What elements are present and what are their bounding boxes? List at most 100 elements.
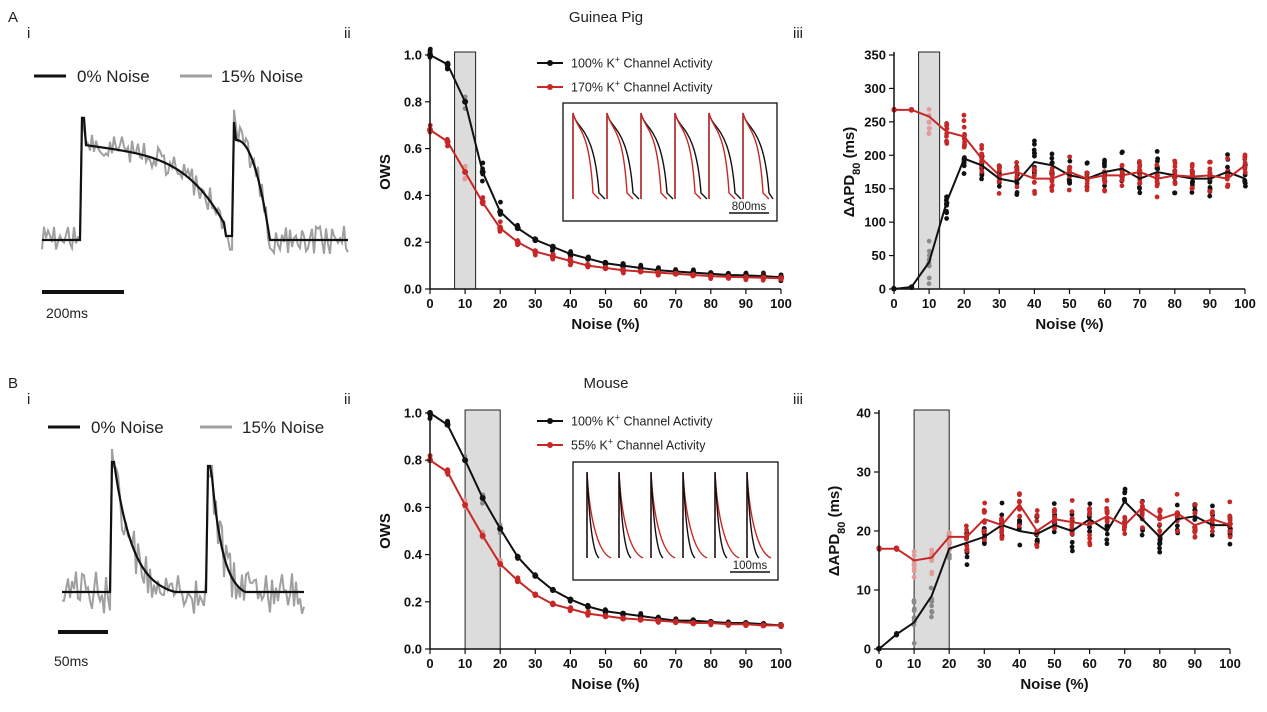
x-tick-label: 50 — [598, 296, 612, 311]
series-marker — [584, 255, 591, 262]
data-point — [1137, 186, 1142, 191]
data-point — [1016, 517, 1022, 523]
data-point — [1086, 507, 1092, 513]
data-point — [1104, 498, 1110, 503]
data-point — [497, 219, 503, 225]
data-point — [1119, 162, 1125, 168]
scalebar-label: 200ms — [46, 305, 88, 321]
data-point — [1242, 160, 1248, 166]
data-point — [997, 164, 1002, 170]
series-marker — [444, 469, 451, 475]
series-marker — [602, 260, 609, 267]
data-point — [1031, 180, 1037, 185]
data-point — [1034, 513, 1040, 519]
data-point — [1227, 541, 1233, 547]
panel-label-a: A — [8, 9, 18, 26]
data-point — [961, 118, 967, 124]
y-tick-label: 0.8 — [404, 94, 422, 109]
x-tick-label: 0 — [426, 656, 433, 671]
panel-label-b-ii: ii — [344, 391, 351, 408]
x-tick-label: 60 — [633, 656, 647, 671]
y-tick-label: 150 — [864, 181, 886, 196]
data-point — [1049, 169, 1054, 174]
y-tick-label: 100 — [864, 215, 886, 230]
data-point — [1192, 529, 1198, 535]
y-tick-label: 200 — [864, 148, 886, 163]
series-marker — [497, 208, 504, 215]
x-tick-label: 30 — [528, 296, 542, 311]
legend-label: 100% K+ Channel Activity — [571, 413, 713, 429]
data-point — [1067, 154, 1073, 160]
data-point — [1017, 491, 1022, 497]
data-point — [1087, 501, 1093, 507]
data-point — [1104, 517, 1110, 523]
data-point — [1069, 516, 1075, 522]
series-marker — [690, 620, 697, 627]
x-tick-label: 20 — [493, 296, 507, 311]
data-point — [926, 106, 932, 112]
series-marker — [690, 271, 697, 278]
data-point — [1121, 527, 1127, 532]
data-point — [929, 557, 935, 563]
data-point — [964, 562, 970, 568]
x-tick-label: 90 — [1203, 296, 1217, 311]
legend-label-0-noise: 0% Noise — [91, 418, 164, 437]
data-point — [999, 500, 1005, 506]
series-marker — [760, 622, 767, 629]
data-point — [1207, 188, 1213, 194]
data-point — [929, 603, 935, 609]
series-marker — [567, 596, 574, 603]
legend-label: 55% K+ Channel Activity — [571, 437, 706, 453]
x-tick-label: 70 — [1132, 296, 1146, 311]
x-tick-label: 30 — [992, 296, 1006, 311]
data-point — [1031, 147, 1037, 153]
title-mouse: Mouse — [583, 375, 628, 392]
data-point — [1139, 511, 1145, 517]
data-point — [961, 163, 967, 169]
x-tick-label: 0 — [875, 656, 882, 671]
data-point — [1119, 150, 1125, 156]
data-point — [1157, 507, 1163, 513]
series-marker — [620, 610, 627, 617]
series-marker — [532, 236, 539, 243]
series-marker — [549, 243, 556, 250]
data-point — [1087, 512, 1092, 517]
data-point — [911, 606, 917, 612]
data-point — [926, 248, 932, 254]
data-point — [929, 614, 934, 620]
data-point — [1067, 180, 1073, 186]
data-point — [1084, 171, 1090, 176]
data-point — [1031, 173, 1037, 179]
data-point — [427, 46, 433, 52]
x-axis-label: Noise (%) — [1035, 316, 1103, 333]
x-axis-label: Noise (%) — [571, 676, 639, 693]
x-tick-label: 20 — [942, 656, 956, 671]
data-point — [964, 548, 970, 554]
data-point — [926, 281, 932, 287]
data-point — [1104, 541, 1110, 547]
data-point — [1017, 498, 1022, 504]
x-axis-label: Noise (%) — [571, 316, 639, 333]
x-tick-label: 70 — [668, 296, 682, 311]
panel-label-b-i: i — [27, 391, 30, 408]
series-marker — [567, 250, 574, 257]
series-marker — [584, 603, 591, 610]
series-marker — [602, 264, 609, 271]
legend-marker — [547, 442, 553, 448]
series-marker — [462, 169, 469, 175]
data-point — [979, 143, 985, 148]
series-marker — [497, 225, 504, 232]
series-marker — [462, 502, 469, 509]
data-point — [929, 547, 935, 553]
x-tick-label: 40 — [563, 656, 577, 671]
series-marker — [514, 239, 521, 246]
title-guinea-pig: Guinea Pig — [569, 9, 643, 26]
data-point — [1210, 528, 1215, 534]
y-tick-label: 350 — [864, 48, 886, 63]
data-point — [1031, 167, 1037, 173]
data-point — [927, 125, 932, 131]
data-point — [1104, 531, 1110, 537]
data-point — [1210, 509, 1215, 515]
data-point — [1049, 172, 1055, 178]
x-tick-label: 10 — [922, 296, 936, 311]
